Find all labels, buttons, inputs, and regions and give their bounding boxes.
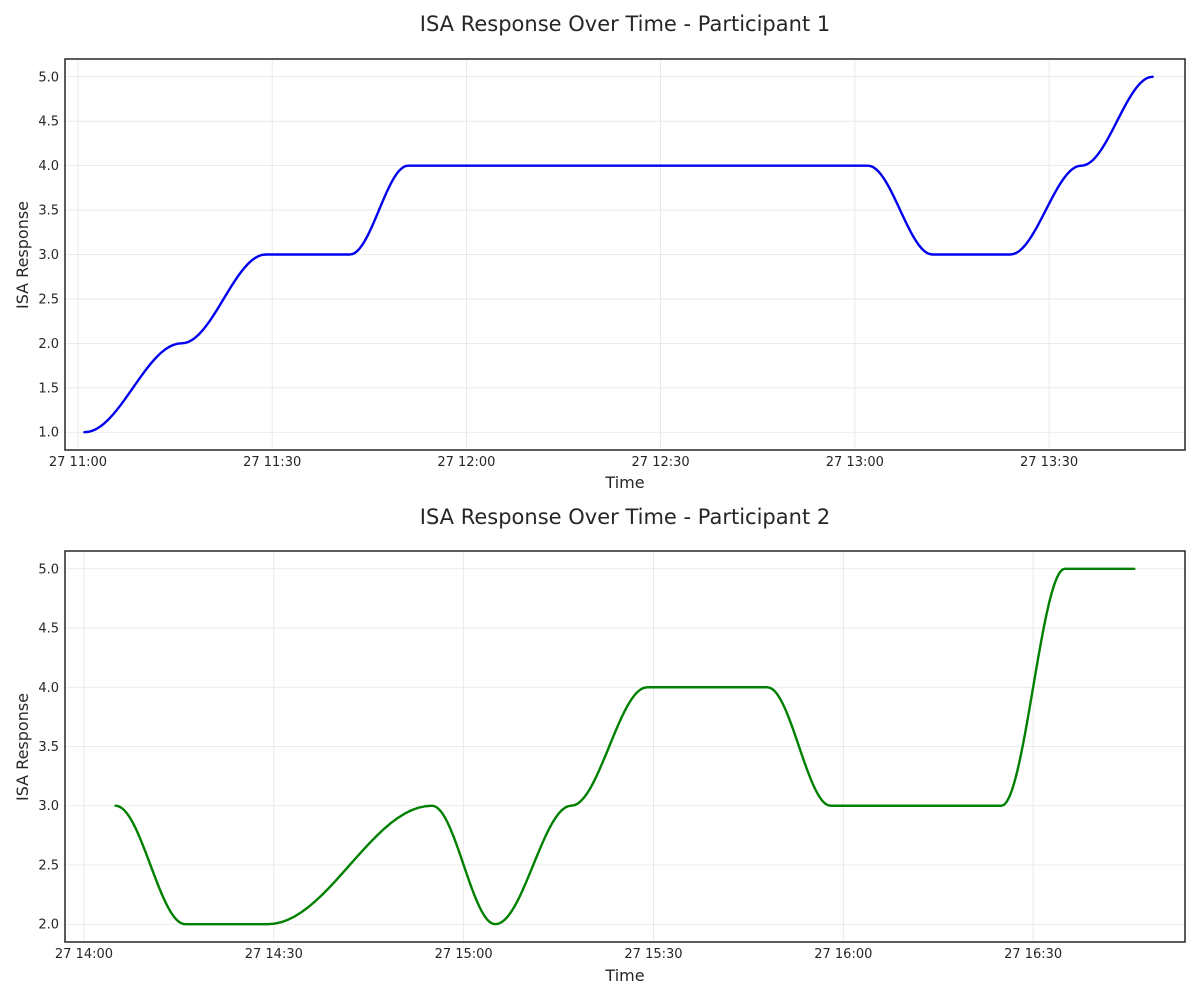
y-axis-label-2: ISA Response	[13, 693, 32, 801]
x-tick-label: 27 13:00	[826, 455, 884, 470]
x-ticks-2: 27 14:00 27 14:30 27 15:00 27 15:30 27 16:00…	[55, 947, 1062, 962]
chart-title-2: ISA Response Over Time - Participant 2	[420, 505, 830, 529]
x-tick-label: 27 11:30	[243, 455, 301, 470]
x-tick-label: 27 15:00	[435, 947, 493, 962]
y-tick-label: 3.5	[38, 740, 59, 755]
x-tick-label: 27 14:30	[245, 947, 303, 962]
chart-panel-1: ISA Response Over Time - Participant 1 1…	[13, 12, 1186, 492]
y-tick-label: 2.0	[38, 918, 59, 933]
grid-1	[65, 59, 1185, 450]
plot-frame-2	[64, 550, 1186, 943]
x-tick-label: 27 14:00	[55, 947, 113, 962]
y-tick-label: 3.5	[38, 204, 59, 219]
y-tick-label: 3.0	[38, 248, 59, 263]
y-tick-label: 4.0	[38, 159, 59, 174]
x-ticks-1: 27 11:00 27 11:30 27 12:00 27 12:30 27 13:00…	[49, 455, 1078, 470]
y-tick-label: 4.0	[38, 681, 59, 696]
x-tick-label: 27 16:00	[814, 947, 872, 962]
y-axis-label-1: ISA Response	[13, 201, 32, 309]
y-tick-label: 4.5	[38, 622, 59, 637]
y-tick-label: 2.5	[38, 292, 59, 307]
y-tick-label: 5.0	[38, 70, 59, 85]
x-axis-label-1: Time	[604, 473, 644, 492]
series-line-1	[83, 75, 1154, 434]
y-tick-label: 1.0	[38, 426, 59, 441]
y-tick-label: 3.0	[38, 799, 59, 814]
chart-title-1: ISA Response Over Time - Participant 1	[420, 12, 830, 36]
x-tick-label: 27 13:30	[1020, 455, 1078, 470]
x-tick-label: 27 15:30	[624, 947, 682, 962]
y-ticks-2: 2.0 2.5 3.0 3.5 4.0 4.5 5.0	[38, 562, 59, 932]
series-line-2	[114, 567, 1136, 926]
plot-frame-1	[64, 58, 1186, 451]
y-tick-label: 4.5	[38, 115, 59, 130]
x-axis-label-2: Time	[604, 966, 644, 985]
x-tick-label: 27 12:00	[437, 455, 495, 470]
chart-panel-2: ISA Response Over Time - Participant 2 2…	[13, 505, 1186, 985]
x-tick-label: 27 12:30	[632, 455, 690, 470]
y-ticks-1: 1.0 1.5 2.0 2.5 3.0 3.5 4.0 4.5 5.0	[38, 70, 59, 440]
y-tick-label: 2.5	[38, 858, 59, 873]
x-tick-label: 27 11:00	[49, 455, 107, 470]
y-tick-label: 1.5	[38, 381, 59, 396]
grid-2	[65, 551, 1185, 942]
y-tick-label: 2.0	[38, 337, 59, 352]
y-tick-label: 5.0	[38, 562, 59, 577]
x-tick-label: 27 16:30	[1004, 947, 1062, 962]
